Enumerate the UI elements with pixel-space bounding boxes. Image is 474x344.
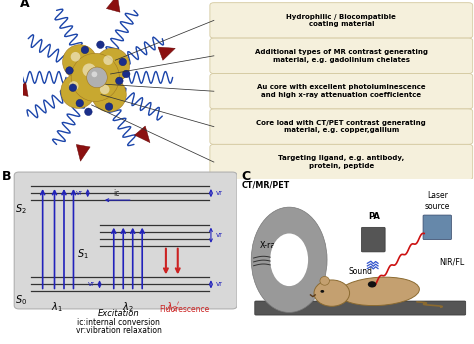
Circle shape (122, 70, 130, 78)
Circle shape (76, 99, 83, 107)
Text: ic:internal conversion: ic:internal conversion (77, 318, 160, 327)
Circle shape (66, 67, 73, 74)
Circle shape (61, 74, 95, 108)
FancyBboxPatch shape (210, 38, 473, 74)
Text: $S_0$: $S_0$ (15, 293, 27, 307)
Text: $\lambda_2{'}$: $\lambda_2{'}$ (165, 300, 181, 314)
Text: vr: vr (76, 190, 83, 196)
Circle shape (103, 55, 113, 65)
Circle shape (320, 290, 324, 293)
Circle shape (71, 53, 119, 101)
Circle shape (116, 77, 123, 85)
Circle shape (105, 103, 113, 110)
Text: vr: vr (216, 281, 223, 287)
FancyBboxPatch shape (14, 172, 237, 309)
Circle shape (97, 41, 104, 49)
Text: Targeting ligand, e.g. antibody,
protein, peptide: Targeting ligand, e.g. antibody, protein… (278, 155, 404, 169)
Polygon shape (106, 0, 120, 12)
Text: vr: vr (88, 281, 95, 287)
Text: Excitation: Excitation (98, 309, 139, 318)
Ellipse shape (270, 234, 308, 286)
Text: PA: PA (368, 212, 381, 221)
Text: $\lambda_2$: $\lambda_2$ (122, 300, 134, 314)
Text: vr:vibration relaxation: vr:vibration relaxation (75, 326, 162, 335)
FancyBboxPatch shape (423, 215, 451, 240)
FancyBboxPatch shape (210, 109, 473, 144)
Circle shape (91, 72, 97, 77)
Text: A: A (19, 0, 29, 10)
Polygon shape (11, 83, 28, 96)
Text: Au core with excellent photoluminescence
and high x-ray attenuation coefficientc: Au core with excellent photoluminescence… (257, 85, 426, 98)
Text: ic: ic (113, 189, 119, 197)
Text: B: B (2, 170, 12, 183)
Circle shape (100, 85, 109, 94)
Circle shape (69, 84, 77, 92)
Circle shape (119, 58, 127, 66)
Circle shape (95, 48, 130, 83)
FancyBboxPatch shape (210, 74, 473, 109)
Ellipse shape (339, 277, 419, 305)
Text: Hydrophilic / Biocompatible
coating material: Hydrophilic / Biocompatible coating mate… (286, 14, 396, 27)
Circle shape (92, 77, 126, 112)
Text: Fluorescence: Fluorescence (160, 305, 210, 314)
Text: vr: vr (216, 232, 223, 238)
Text: C: C (242, 170, 251, 183)
Circle shape (368, 281, 376, 288)
Circle shape (69, 81, 79, 91)
Circle shape (314, 280, 349, 306)
Text: $S_1$: $S_1$ (77, 248, 89, 261)
Ellipse shape (251, 207, 327, 312)
Text: NIR/FL: NIR/FL (439, 257, 465, 266)
Circle shape (87, 67, 107, 88)
FancyBboxPatch shape (255, 301, 465, 315)
FancyBboxPatch shape (210, 144, 473, 180)
Text: Sound: Sound (348, 267, 372, 276)
Text: Additional types of MR contrast generating
material, e.g. gadolinium chelates: Additional types of MR contrast generati… (255, 49, 428, 63)
Text: $S_2$: $S_2$ (16, 202, 27, 216)
Ellipse shape (320, 277, 329, 285)
Text: vr: vr (216, 190, 223, 196)
Polygon shape (76, 144, 90, 161)
Text: CT/MR/PET: CT/MR/PET (242, 181, 290, 190)
FancyBboxPatch shape (210, 3, 473, 38)
Text: Laser
source: Laser source (425, 191, 450, 211)
Text: X-ray: X-ray (260, 241, 281, 250)
Polygon shape (135, 126, 150, 143)
Text: $\lambda_1$: $\lambda_1$ (51, 300, 63, 314)
Circle shape (84, 108, 92, 116)
Text: Core load with CT/PET contrast generating
material, e.g. copper,gallium: Core load with CT/PET contrast generatin… (256, 120, 426, 133)
Circle shape (63, 45, 97, 79)
Circle shape (71, 52, 80, 62)
Circle shape (81, 46, 89, 54)
FancyBboxPatch shape (361, 227, 385, 252)
Circle shape (82, 63, 96, 77)
Polygon shape (158, 47, 175, 60)
